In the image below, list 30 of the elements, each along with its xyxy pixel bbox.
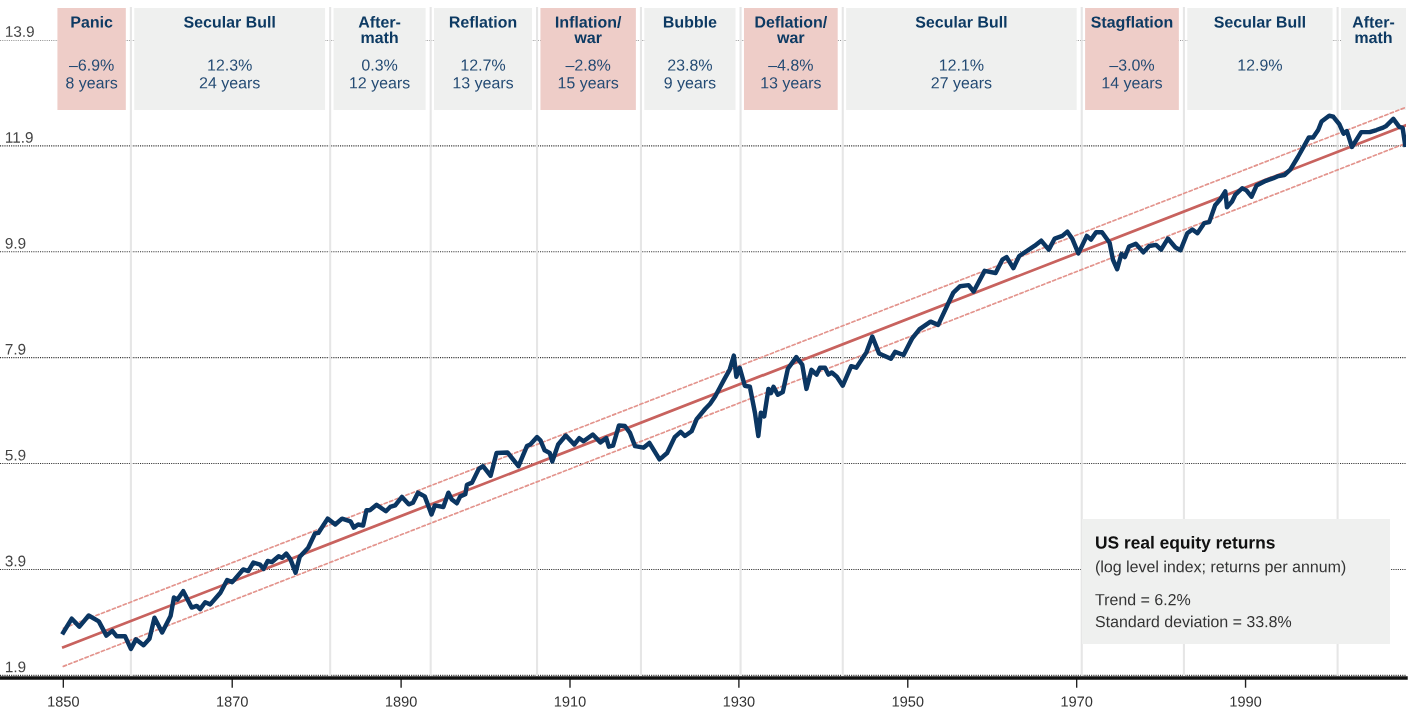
x-tick-label: 1930 bbox=[723, 696, 755, 707]
y-tick-label: 7.9 bbox=[5, 343, 26, 355]
x-tick-label: 1870 bbox=[217, 696, 248, 707]
y-tick-label: 13.9 bbox=[6, 26, 34, 37]
x-tick-label: 1950 bbox=[892, 696, 924, 707]
y-tick-label: 9.9 bbox=[5, 237, 26, 249]
band-label: After- math 0.3% 12 years bbox=[350, 16, 410, 92]
x-tick-label: 1990 bbox=[1230, 696, 1262, 707]
text: Secular Bull 12.3% 24 years bbox=[183, 16, 275, 92]
text: Secular Bull 12.9% bbox=[1214, 16, 1305, 71]
text: Panic –6.9% 8 years bbox=[66, 16, 118, 92]
band-label: Deflation/ war –4.8% 13 years bbox=[755, 16, 828, 92]
text: Stagflation –3.0% 14 years bbox=[1091, 16, 1173, 92]
annotation: Trend = 6.2% bbox=[1095, 593, 1191, 606]
x-tick-label: 1970 bbox=[1061, 696, 1093, 707]
band-label: Inflation/ war –2.8% 15 years bbox=[555, 16, 622, 92]
text: Reflation 12.7% 13 years bbox=[449, 16, 517, 92]
y-tick-label: 1.9 bbox=[6, 661, 26, 673]
annotation: Standard deviation = 33.8% bbox=[1095, 615, 1292, 628]
band-label: After- math bbox=[1352, 16, 1395, 44]
x-tick-label: 1890 bbox=[386, 696, 417, 707]
y-tick-label: 3.9 bbox=[5, 555, 26, 567]
y-tick-label: 5.9 bbox=[5, 449, 26, 461]
text: Bubble 23.8% 9 years bbox=[663, 16, 717, 92]
x-tick-label: 1910 bbox=[554, 696, 586, 707]
y-tick-label: 11.9 bbox=[6, 132, 33, 143]
text: Secular Bull 12.1% 27 years bbox=[915, 16, 1007, 92]
annotation: US real equity returns bbox=[1096, 535, 1275, 553]
x-tick-label: 1850 bbox=[48, 696, 79, 707]
annotation: (log level index; returns per annum) bbox=[1095, 560, 1346, 576]
